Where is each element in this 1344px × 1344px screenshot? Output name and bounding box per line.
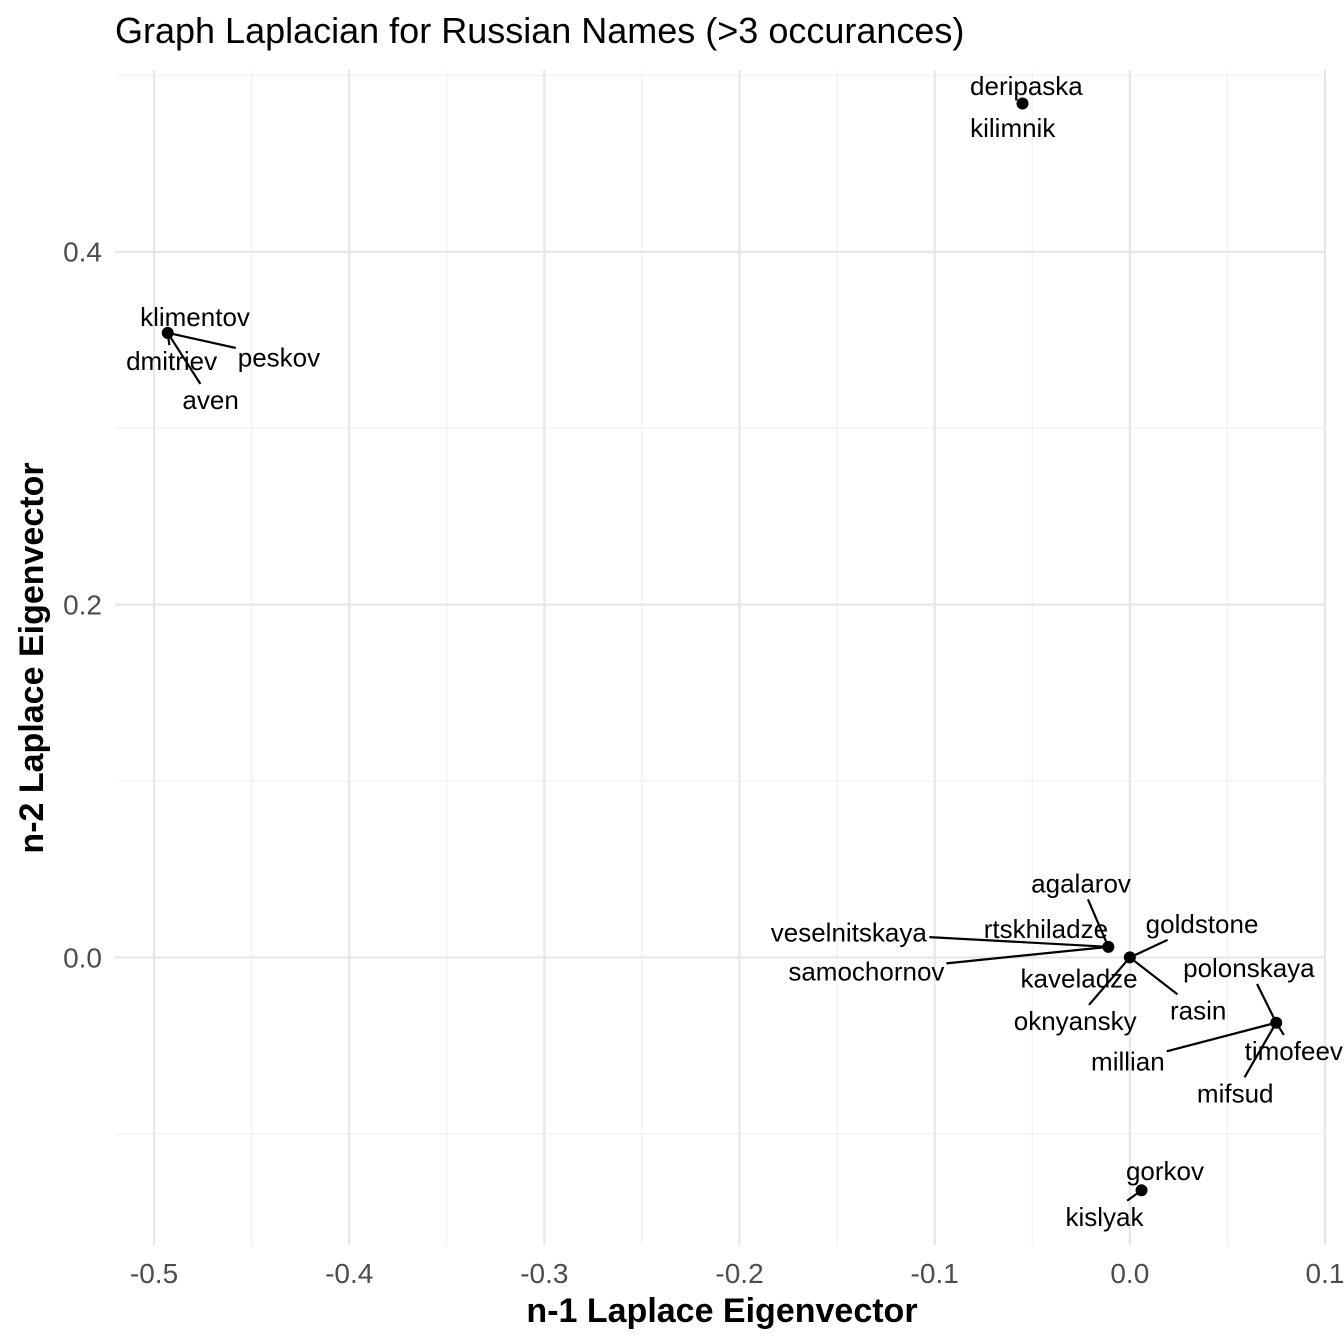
leader-line [1243, 1026, 1275, 1078]
leader-line [1088, 960, 1128, 1006]
leader-line [1256, 983, 1275, 1019]
data-point [1016, 97, 1029, 110]
point-label: rasin [1170, 995, 1226, 1025]
point-label: deripaska [970, 71, 1083, 101]
point-label: polonskaya [1183, 953, 1315, 983]
point-label: veselnitskaya [771, 918, 928, 948]
point-label: agalarov [1031, 868, 1131, 898]
x-tick-label: -0.5 [130, 1258, 178, 1289]
point-label: klimentov [140, 302, 250, 332]
leader-lines [167, 332, 1285, 1202]
y-tick-label: 0.0 [63, 942, 102, 973]
point-label: peskov [238, 343, 320, 373]
point-label: goldstone [1146, 909, 1259, 939]
point-labels: deripaska kilimnik klimentov peskov dmitriev… [126, 71, 1343, 1232]
point-label: timofeev [1245, 1036, 1343, 1066]
data-points [161, 97, 1283, 1197]
y-tick-label: 0.2 [63, 590, 102, 621]
point-label: oknyansky [1014, 1006, 1137, 1036]
y-axis-ticks: 0.0 0.2 0.4 [63, 237, 102, 974]
x-tick-label: -0.1 [911, 1258, 959, 1289]
grid [115, 70, 1327, 1245]
x-axis-title: n-1 Laplace Eigenvector [526, 1292, 917, 1330]
y-axis-title: n-2 Laplace Eigenvector [13, 462, 51, 853]
point-label: mifsud [1197, 1078, 1274, 1108]
point-label: dmitriev [126, 346, 217, 376]
point-label: gorkov [1126, 1156, 1204, 1186]
chart-title: Graph Laplacian for Russian Names (>3 oc… [115, 10, 964, 51]
point-label: rtskhiladze [984, 914, 1108, 944]
data-point [1270, 1016, 1283, 1029]
x-tick-label: 0.0 [1110, 1258, 1149, 1289]
leader-line [1277, 1026, 1285, 1036]
x-tick-label: 0.1 [1306, 1258, 1344, 1289]
leader-line [929, 935, 1104, 948]
leader-line [167, 337, 171, 346]
data-point [1102, 940, 1115, 953]
point-label: aven [182, 385, 238, 415]
leader-line [1133, 959, 1179, 996]
leader-line [172, 332, 236, 350]
x-tick-label: -0.2 [715, 1258, 763, 1289]
point-label: kislyak [1065, 1202, 1144, 1232]
leader-line [946, 946, 1104, 965]
point-label: kaveladze [1021, 964, 1138, 994]
point-label: millian [1091, 1047, 1165, 1077]
data-point [1135, 1184, 1148, 1197]
leader-line [1126, 1192, 1139, 1202]
leader-line [1086, 898, 1108, 943]
point-label: kilimnik [970, 113, 1056, 143]
x-tick-label: -0.4 [325, 1258, 373, 1289]
y-tick-label: 0.4 [63, 237, 102, 268]
data-point [1123, 951, 1136, 964]
leader-line [1133, 938, 1169, 957]
x-tick-label: -0.3 [520, 1258, 568, 1289]
x-axis-ticks: -0.5 -0.4 -0.3 -0.2 -0.1 0.0 0.1 [130, 1258, 1344, 1289]
leader-line [1166, 1022, 1272, 1053]
point-label: samochornov [788, 957, 944, 987]
leader-line [169, 336, 202, 385]
data-point [161, 326, 174, 339]
